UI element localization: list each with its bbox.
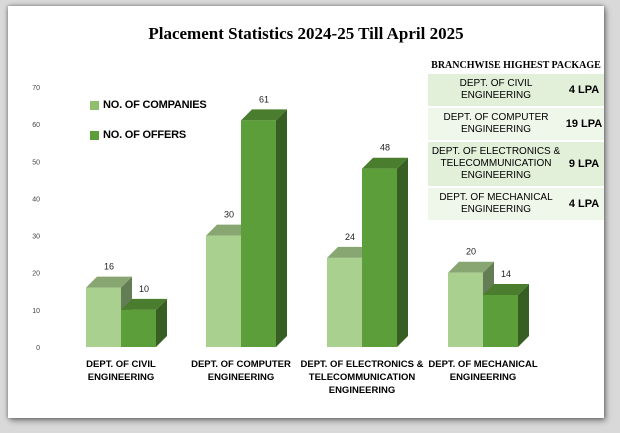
y-tick-label: 0 xyxy=(36,345,40,352)
x-category-label-line: TELECOMMUNICATION xyxy=(309,372,416,383)
x-category-label-line: DEPT. OF ELECTRONICS & xyxy=(301,359,424,370)
package-row: DEPT. OF COMPUTER ENGINEERING 19 LPA xyxy=(428,108,604,142)
y-tick-label: 10 xyxy=(32,308,40,315)
bar-top-offers xyxy=(121,298,167,310)
package-dept: DEPT. OF CIVIL ENGINEERING xyxy=(459,78,533,101)
package-value: 9 LPA xyxy=(568,158,600,170)
data-label: 24 xyxy=(345,232,355,242)
package-dept: DEPT. OF COMPUTER ENGINEERING xyxy=(443,112,549,135)
bar-top-companies xyxy=(327,246,373,258)
x-category-label-line: ENGINEERING xyxy=(88,372,155,383)
y-tick-label: 40 xyxy=(32,196,40,203)
bar-top-offers xyxy=(483,284,529,295)
x-category-label-line: ENGINEERING xyxy=(450,372,517,383)
bar-companies xyxy=(327,257,362,347)
chart-frame: Placement Statistics 2024-25 Till April … xyxy=(8,6,604,418)
highest-package-table: BRANCHWISE HIGHEST PACKAGE DEPT. OF CIVI… xyxy=(428,58,604,222)
package-value: 19 LPA xyxy=(565,118,603,130)
bar-offers xyxy=(362,168,397,347)
x-category-label-line: DEPT. OF CIVIL xyxy=(86,359,156,370)
bar-companies xyxy=(86,287,121,347)
legend-item-companies: NO. OF COMPANIES xyxy=(90,98,207,112)
package-dept: DEPT. OF MECHANICAL ENGINEERING xyxy=(439,192,553,215)
bar-side-offers xyxy=(156,298,167,347)
x-category-label: DEPT. OF ELECTRONICS & TELECOMMUNICATION E… xyxy=(301,359,424,396)
package-row: DEPT. OF ELECTRONICS & TELECOMMUNICATION… xyxy=(428,142,604,188)
bar-top-offers xyxy=(241,109,287,121)
bar-top-companies xyxy=(86,276,132,288)
y-tick-label: 30 xyxy=(32,234,40,241)
bar-companies xyxy=(448,272,483,347)
package-value: 4 LPA xyxy=(568,198,600,210)
data-label: 10 xyxy=(139,284,149,294)
data-label: 16 xyxy=(104,262,114,272)
package-row: DEPT. OF CIVIL ENGINEERING 4 LPA xyxy=(428,74,604,108)
x-category-label-line: DEPT. OF COMPUTER xyxy=(191,359,291,370)
legend-label-offers: NO. OF OFFERS xyxy=(103,129,186,141)
legend-item-offers: NO. OF OFFERS xyxy=(90,128,207,142)
bar-offers xyxy=(121,309,156,347)
bar-side-offers xyxy=(276,109,287,347)
bar-offers xyxy=(241,120,276,347)
x-category-label: DEPT. OF MECHANICAL ENGINEERING xyxy=(428,359,537,383)
bar-top-companies xyxy=(206,224,252,236)
data-label: 14 xyxy=(501,269,511,279)
x-category-label-line: ENGINEERING xyxy=(329,385,396,396)
chart-title: Placement Statistics 2024-25 Till April … xyxy=(148,24,464,43)
legend-label-companies: NO. OF COMPANIES xyxy=(103,99,207,111)
y-tick-label: 50 xyxy=(32,159,40,166)
x-category-label-line: ENGINEERING xyxy=(208,372,275,383)
bar-top-companies xyxy=(448,261,494,273)
legend-swatch-offers xyxy=(90,130,99,140)
bar-top-offers xyxy=(362,157,408,169)
data-label: 20 xyxy=(466,247,476,257)
y-tick-label: 70 xyxy=(32,85,40,92)
data-label: 30 xyxy=(224,210,234,220)
data-label: 61 xyxy=(259,94,269,104)
x-category-label: DEPT. OF CIVIL ENGINEERING xyxy=(86,359,156,383)
package-value: 4 LPA xyxy=(568,84,600,96)
bar-side-offers xyxy=(397,157,408,347)
y-tick-label: 20 xyxy=(32,271,40,278)
package-row: DEPT. OF MECHANICAL ENGINEERING 4 LPA xyxy=(428,188,604,222)
chart-legend: NO. OF COMPANIES NO. OF OFFERS xyxy=(90,98,207,158)
bar-companies xyxy=(206,235,241,347)
y-tick-label: 60 xyxy=(32,122,40,129)
x-category-label: DEPT. OF COMPUTER ENGINEERING xyxy=(191,359,291,383)
bar-side-offers xyxy=(518,284,529,347)
highest-package-title: BRANCHWISE HIGHEST PACKAGE xyxy=(431,60,601,71)
x-category-label-line: DEPT. OF MECHANICAL xyxy=(428,359,537,370)
bar-offers xyxy=(483,295,518,347)
legend-swatch-companies xyxy=(90,100,99,110)
package-dept: DEPT. OF ELECTRONICS & TELECOMMUNICATION… xyxy=(431,146,561,181)
data-label: 48 xyxy=(380,143,390,153)
bar-chart: 0 10 20 30 40 50 60 70 16 10 DEPT. OF CIVIL ENGINEE… xyxy=(32,85,538,396)
